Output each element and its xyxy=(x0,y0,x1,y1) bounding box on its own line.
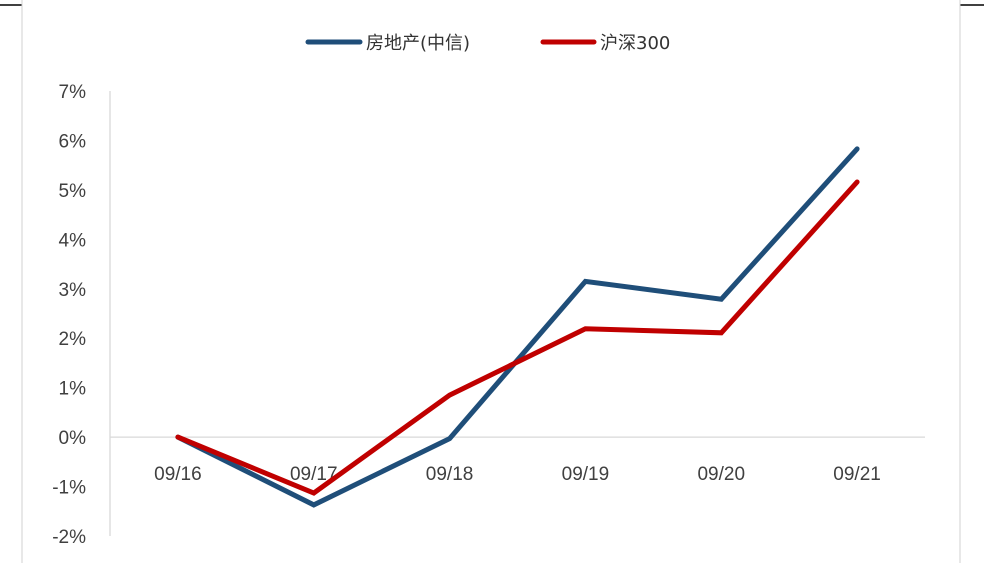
y-tick-label: 0% xyxy=(59,428,87,449)
y-tick-label: 4% xyxy=(59,230,87,251)
legend: 房地产(中信) 沪深300 xyxy=(305,33,670,54)
legend-label-series-1: 房地产(中信) xyxy=(366,33,470,54)
x-tick-label: 09/18 xyxy=(426,464,474,485)
y-tick-label: -1% xyxy=(52,478,86,499)
series-line-2 xyxy=(175,179,860,496)
y-tick-label: 6% xyxy=(59,131,87,152)
x-axis-ticks: 09/16 09/17 09/18 09/19 09/20 09/21 xyxy=(154,464,881,485)
legend-label-series-2: 沪深300 xyxy=(600,33,670,54)
y-tick-label: 5% xyxy=(59,181,87,202)
x-tick-label: 09/19 xyxy=(562,464,610,485)
series-line-1 xyxy=(175,146,860,508)
x-tick-label: 09/16 xyxy=(154,464,202,485)
y-tick-label: 3% xyxy=(59,280,87,301)
x-tick-label: 09/20 xyxy=(697,464,745,485)
y-tick-label: -2% xyxy=(52,527,86,548)
y-axis-ticks: -2% -1% 0% 1% 2% 3% 4% 5% 6% 7% xyxy=(52,82,86,548)
series-lines xyxy=(175,146,860,508)
y-tick-label: 7% xyxy=(59,82,87,103)
y-tick-label: 2% xyxy=(59,329,87,350)
x-tick-label: 09/21 xyxy=(833,464,881,485)
x-tick-label: 09/17 xyxy=(290,464,338,485)
y-tick-label: 1% xyxy=(59,379,87,400)
